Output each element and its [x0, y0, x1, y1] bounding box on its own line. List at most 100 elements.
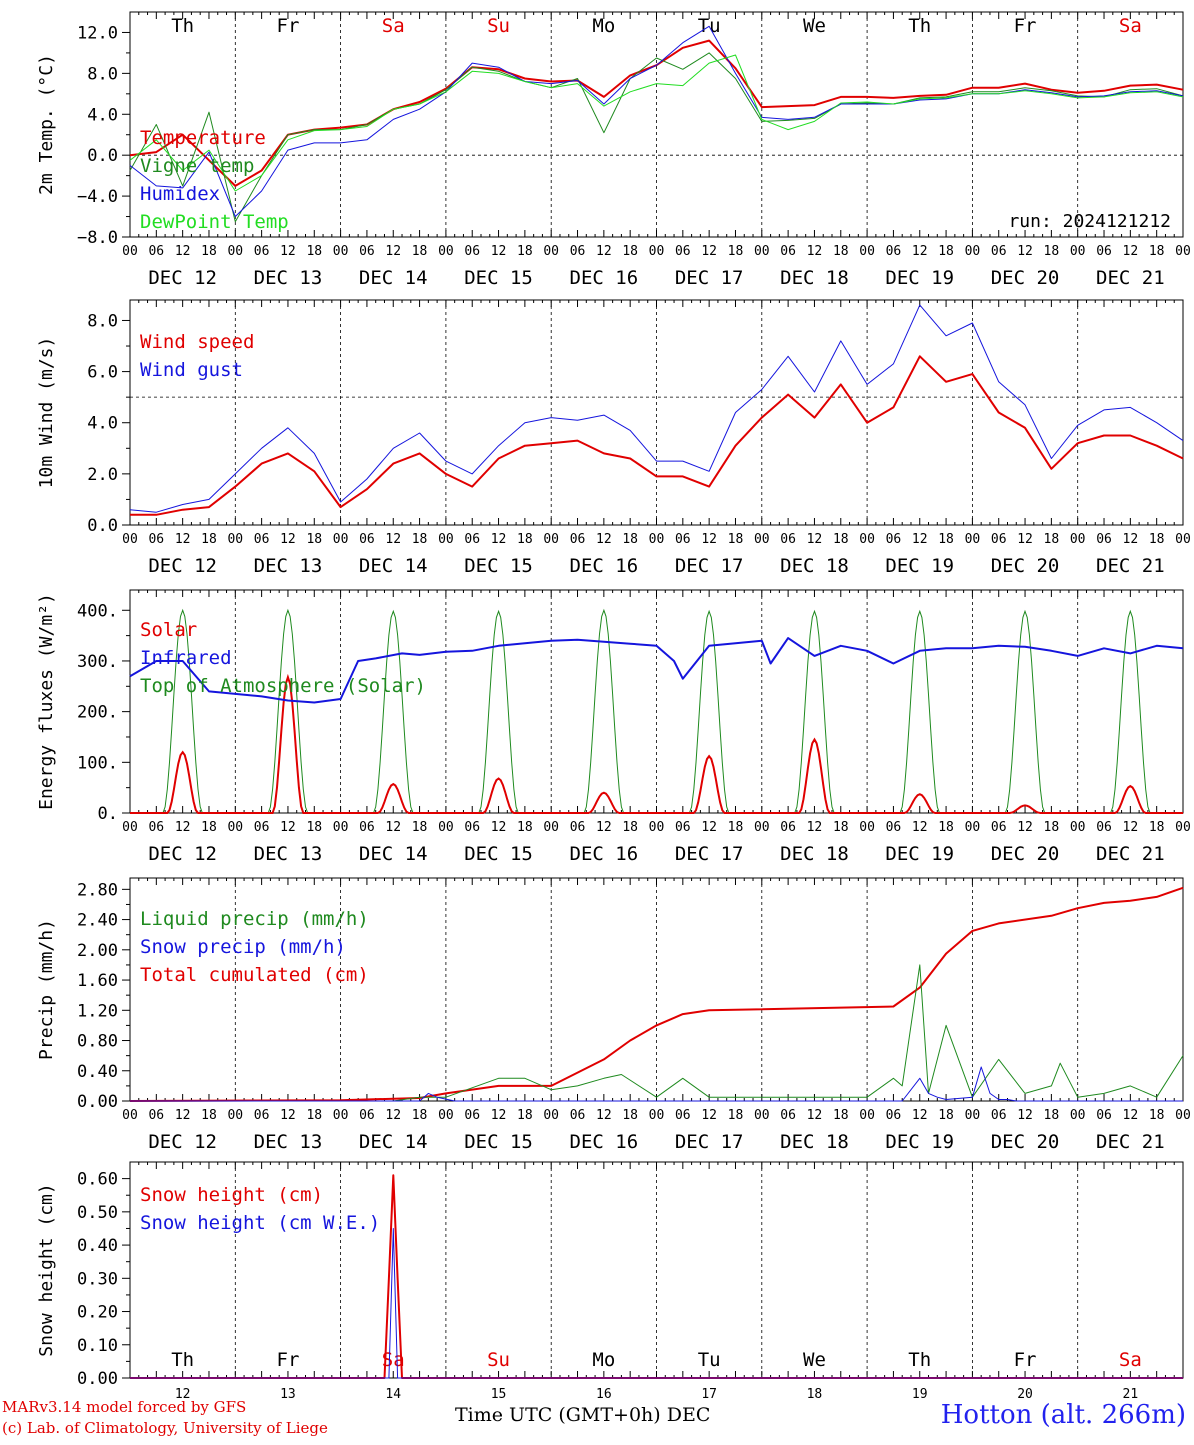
station-name: Hotton (alt. 266m) [940, 1400, 1186, 1430]
hour-tick-label: 18 [517, 532, 533, 547]
day-abbr-label: Sa [1119, 15, 1142, 37]
day-number-label: 13 [280, 1387, 296, 1402]
hour-tick-label: 12 [175, 1108, 191, 1123]
series-line-0 [130, 355, 1184, 516]
hour-tick-label: 06 [148, 532, 164, 547]
hour-tick-label: 06 [148, 1108, 164, 1123]
panel-2: 0.0 2.0 4.0 6.0 8.0 10m Wind (m/s) 00 06 12 18 DEC… [36, 299, 1191, 577]
series-line-2 [130, 1066, 1183, 1102]
hour-tick-label: 00 [543, 1108, 559, 1123]
day-abbr-label: Fr [1014, 15, 1037, 37]
date-label: DEC 16 [570, 843, 639, 865]
hour-tick-label: 00 [1175, 244, 1191, 259]
legend-entry: Wind gust [140, 359, 243, 381]
hour-tick-label: 06 [780, 820, 796, 835]
y-tick-label: 0. [98, 804, 118, 824]
hour-tick-label: 00 [227, 820, 243, 835]
hour-tick-label: 00 [227, 1108, 243, 1123]
series-line-1 [130, 1228, 1183, 1379]
hour-tick-label: 12 [912, 820, 928, 835]
hour-tick-label: 00 [227, 244, 243, 259]
hour-tick-label: 00 [1175, 1108, 1191, 1123]
hour-tick-label: 00 [965, 244, 981, 259]
y-tick-label: 0.0 [87, 516, 118, 536]
hour-tick-label: 06 [464, 244, 480, 259]
date-label: DEC 19 [885, 555, 954, 577]
hour-tick-label: 12 [1017, 532, 1033, 547]
day-number-label: 14 [385, 1387, 401, 1402]
hour-tick-label: 06 [359, 820, 375, 835]
legend-entry: Liquid precip (mm/h) [140, 908, 369, 930]
y-tick-label: 300. [77, 652, 118, 672]
hour-tick-label: 06 [570, 532, 586, 547]
series-line-0 [129, 886, 1184, 1102]
hour-tick-label: 12 [1017, 244, 1033, 259]
day-abbr-label: Th [171, 15, 194, 37]
hour-tick-label: 18 [306, 1108, 322, 1123]
date-label: DEC 14 [359, 843, 428, 865]
hour-tick-label: 06 [570, 1108, 586, 1123]
hour-tick-label: 18 [938, 820, 954, 835]
hour-tick-label: 12 [175, 820, 191, 835]
hour-tick-label: 06 [254, 244, 270, 259]
hour-tick-label: 12 [912, 532, 928, 547]
date-label: DEC 17 [675, 555, 744, 577]
y-tick-label: 1.60 [77, 971, 118, 991]
hour-tick-label: 18 [1149, 244, 1165, 259]
hour-tick-label: 06 [148, 244, 164, 259]
day-abbr-label: Sa [1119, 1349, 1142, 1371]
y-tick-label: 200. [77, 703, 118, 723]
hour-tick-label: 18 [833, 532, 849, 547]
panel-1: −8.0 −4.0 0.0 4.0 8.0 12.0 2m Temp. (°C) 00 06 12… [36, 11, 1191, 289]
series-line-0 [129, 637, 1184, 704]
panel-3: 0. 100. 200. 300. 400. Energy fluxes (W/m²) 00… [36, 589, 1191, 865]
hour-tick-label: 18 [306, 532, 322, 547]
hour-tick-label: 06 [991, 244, 1007, 259]
hour-tick-label: 00 [1175, 820, 1191, 835]
hour-tick-label: 12 [596, 532, 612, 547]
hour-tick-label: 12 [491, 1108, 507, 1123]
hour-tick-label: 00 [754, 1108, 770, 1123]
date-label: DEC 16 [570, 267, 639, 289]
hour-tick-label: 12 [596, 244, 612, 259]
legend-entry: Humidex [140, 183, 220, 205]
date-label: DEC 20 [991, 843, 1060, 865]
legend-entry: DewPoint Temp [140, 211, 289, 233]
hour-tick-label: 18 [517, 244, 533, 259]
date-label: DEC 21 [1096, 1131, 1165, 1153]
day-number-label: 21 [1123, 1387, 1139, 1402]
day-abbr-label: Sa [382, 1349, 405, 1371]
hour-tick-label: 06 [148, 820, 164, 835]
hour-tick-label: 00 [438, 1108, 454, 1123]
y-tick-label: 8.0 [87, 64, 118, 84]
day-abbr-label: Su [487, 1349, 510, 1371]
hour-tick-label: 12 [701, 244, 717, 259]
date-label: DEC 14 [359, 267, 428, 289]
date-label: DEC 12 [148, 267, 217, 289]
y-tick-label: −8.0 [77, 228, 118, 248]
hour-tick-label: 12 [807, 820, 823, 835]
hour-tick-label: 00 [122, 244, 138, 259]
hour-tick-label: 06 [675, 244, 691, 259]
hour-tick-label: 00 [859, 820, 875, 835]
hour-tick-label: 06 [359, 244, 375, 259]
hour-tick-label: 12 [175, 532, 191, 547]
hour-tick-label: 18 [622, 1108, 638, 1123]
hour-tick-label: 18 [412, 244, 428, 259]
y-tick-label: 6.0 [87, 363, 118, 383]
hour-tick-label: 06 [1096, 820, 1112, 835]
hour-tick-label: 06 [780, 1108, 796, 1123]
hour-tick-label: 00 [333, 820, 349, 835]
hour-tick-label: 00 [754, 820, 770, 835]
y-tick-label: 0.30 [77, 1269, 118, 1289]
date-label: DEC 14 [359, 1131, 428, 1153]
hour-tick-label: 12 [807, 1108, 823, 1123]
hour-tick-label: 06 [991, 532, 1007, 547]
hour-tick-label: 12 [596, 820, 612, 835]
y-tick-label: 0.20 [77, 1303, 118, 1323]
date-label: DEC 21 [1096, 267, 1165, 289]
hour-tick-label: 12 [701, 820, 717, 835]
hour-tick-label: 18 [201, 244, 217, 259]
y-tick-label: 0.80 [77, 1032, 118, 1052]
